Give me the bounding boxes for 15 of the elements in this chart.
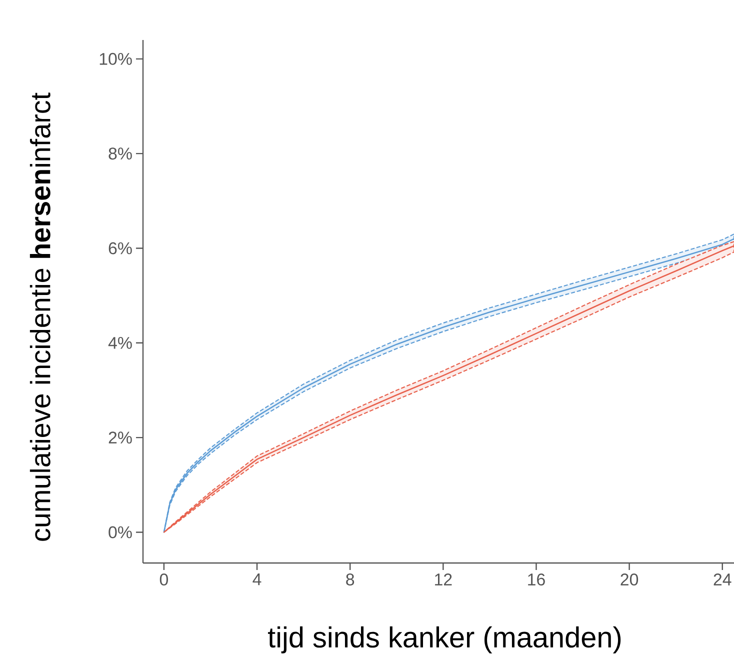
x-tick-label: 0 [160,574,168,586]
x-tick-label: 4 [252,574,262,586]
x-tick-label: 20 [620,574,638,586]
y-tick-label: 0% [108,526,132,538]
x-tick-label: 24 [714,574,732,586]
x-tick-label: 12 [435,574,452,586]
y-tick-label: 6% [108,242,132,254]
x-axis-title: tijd sinds kanker (maanden) [268,626,621,654]
y-tick-label: 2% [108,432,132,444]
y-tick-label: 4% [108,336,132,349]
y-tick-label: 8% [108,148,132,160]
x-tick-label: 8 [346,574,354,586]
y-axis-title: cumulatieve incidentie herseninfarct [30,92,50,541]
x-tick-label: 16 [528,574,545,586]
y-tick-label: 10% [100,52,132,65]
